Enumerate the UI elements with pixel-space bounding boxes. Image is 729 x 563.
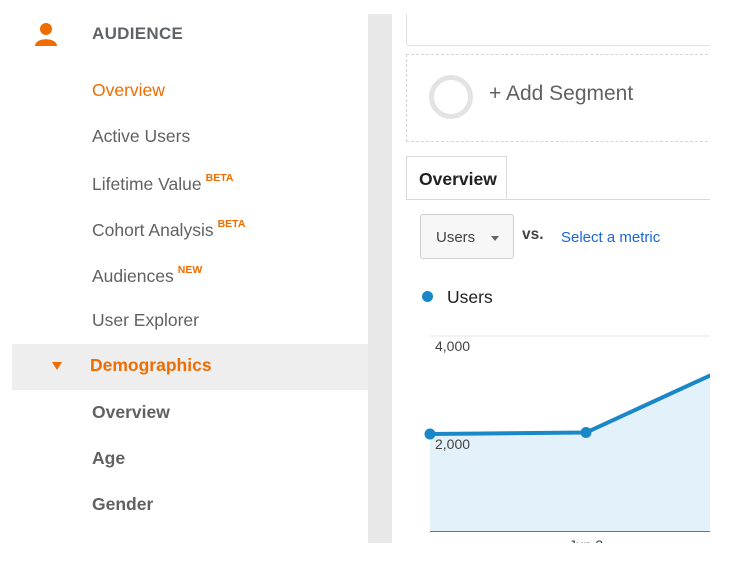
sidebar-subitem-gender[interactable]: Gender [12,483,368,529]
sidebar-item-label: Cohort Analysis BETA [92,218,246,240]
sidebar-subitem-label: Age [92,448,126,468]
new-badge: NEW [177,264,203,276]
tab-overview[interactable]: Overview [406,156,507,199]
section-title: AUDIENCE [92,24,184,43]
main-panel: + Add Segment Overview Users vs. Select … [392,14,710,543]
sidebar-item-label: Audiences NEW [92,264,203,286]
legend-dot-icon [422,291,433,302]
dropdown-arrow-icon [491,236,499,241]
metric-dropdown[interactable]: Users [420,214,514,259]
add-segment-button[interactable]: + Add Segment [489,82,634,105]
caret-down-icon [52,362,62,370]
data-point [580,427,592,439]
sidebar-item-label: User Explorer [92,310,199,330]
panel-divider [368,14,392,543]
sidebar-item-lifetime-value[interactable]: Lifetime Value BETA [12,161,368,207]
sidebar-item-cohort-analysis[interactable]: Cohort Analysis BETA [12,207,368,253]
sidebar-item-active-users[interactable]: Active Users [12,115,368,161]
sidebar-item-label: Lifetime Value BETA [92,172,234,194]
vs-label: vs. [522,226,544,243]
sidebar-item-user-explorer[interactable]: User Explorer [12,299,368,345]
sidebar-item-label: Active Users [92,126,191,146]
tabs-divider [406,199,710,200]
sidebar: AUDIENCE Overview Active Users Lifetime … [12,14,368,543]
analytics-frame: AUDIENCE Overview Active Users Lifetime … [12,14,710,543]
date-range-bar[interactable] [406,14,710,46]
y-tick-label: 2,000 [435,436,470,452]
series-area [430,375,710,531]
legend-label: Users [447,287,493,307]
segment-ring-icon [429,75,473,119]
sidebar-item-audiences[interactable]: Audiences NEW [12,253,368,299]
x-tick-label: … [434,537,448,543]
sidebar-item-label: Overview [92,80,165,100]
select-metric-link[interactable]: Select a metric [561,229,661,246]
tab-label: Overview [419,169,497,189]
sidebar-subitem-age[interactable]: Age [12,437,368,483]
sidebar-group-demographics[interactable]: Demographics [12,344,368,390]
y-tick-label: 4,000 [435,338,470,354]
person-icon [35,23,57,46]
segment-box[interactable]: + Add Segment [406,54,710,142]
sidebar-group-label: Demographics [90,355,212,375]
beta-badge: BETA [205,172,234,184]
sidebar-subitem-label: Gender [92,494,154,514]
x-tick-label: Jun 3 [569,537,603,543]
sidebar-subitem-label: Overview [92,402,170,422]
line-chart: 4,000 2,000 … Jun 3 [424,335,710,543]
sidebar-header[interactable]: AUDIENCE [12,14,368,54]
data-point [424,428,436,440]
beta-badge: BETA [217,218,246,230]
sidebar-item-overview[interactable]: Overview [12,69,368,115]
sidebar-subitem-overview[interactable]: Overview [12,391,368,437]
metric-dropdown-value: Users [436,229,476,246]
